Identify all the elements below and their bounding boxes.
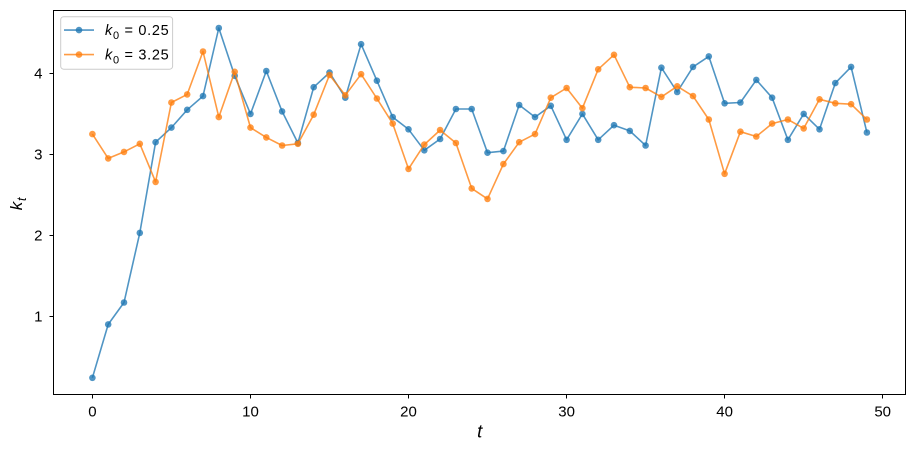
svg-text:50: 50: [874, 404, 891, 421]
svg-text:0: 0: [88, 404, 96, 421]
svg-text:2: 2: [34, 228, 42, 245]
svg-text:t: t: [477, 421, 483, 442]
svg-text:3: 3: [34, 147, 42, 164]
svg-text:k0 = 3.25: k0 = 3.25: [105, 48, 169, 67]
svg-text:40: 40: [716, 404, 733, 421]
svg-text:k0 = 0.25: k0 = 0.25: [105, 23, 169, 42]
svg-text:30: 30: [558, 404, 575, 421]
svg-text:20: 20: [400, 404, 417, 421]
svg-text:1: 1: [34, 309, 42, 326]
svg-text:10: 10: [242, 404, 259, 421]
svg-text:4: 4: [34, 66, 42, 83]
